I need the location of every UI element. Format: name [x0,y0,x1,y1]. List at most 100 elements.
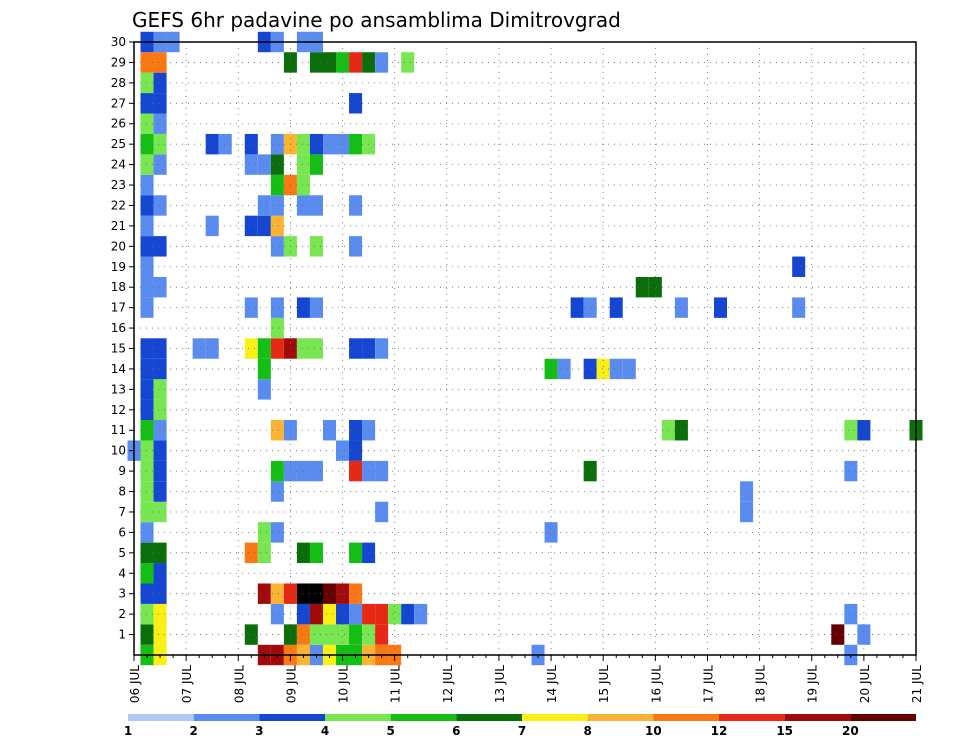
legend-swatch [653,714,719,721]
heat-cell [309,542,323,564]
heat-cell [309,236,323,257]
heat-cell [375,460,389,482]
y-tick-label: 6 [118,525,126,539]
y-tick-label: 2 [118,607,126,621]
heat-cell [257,379,271,400]
heat-cell [140,154,154,175]
heat-cell [140,256,154,277]
heat-cell [375,603,389,625]
heat-cell [336,624,350,645]
heat-cell [296,297,310,318]
y-tick-label: 21 [111,219,126,233]
heat-cell [270,133,284,155]
x-tick-label: 15 JUL [597,665,611,703]
heat-cell [349,236,363,257]
heat-cell [648,276,662,298]
y-tick-label: 9 [118,464,126,478]
heat-cell [336,583,350,604]
y-tick-label: 1 [118,628,126,642]
cells-layer [127,31,923,666]
heat-cell [349,460,363,482]
legend-swatch [325,714,391,721]
heat-cell [218,133,232,155]
y-tick-label: 12 [111,403,126,417]
heat-cell [140,379,154,400]
heat-cell [388,603,402,625]
heat-cell [322,52,337,73]
y-tick-label: 11 [111,423,126,437]
x-tick-label: 06 JUL [128,665,142,703]
heat-cell [140,481,154,502]
heat-cell [270,154,284,175]
heat-cell [792,256,806,277]
heat-cell [153,72,167,94]
heat-cell [140,358,154,380]
heat-cell [140,624,154,645]
heat-cell [322,133,337,155]
x-tick-label: 16 JUL [649,665,663,703]
heat-cell [140,563,154,584]
heat-cell [153,399,167,421]
heat-cell [140,338,154,359]
heat-cell [349,338,363,359]
heat-cell [544,522,558,543]
heat-cell [831,624,845,645]
heat-cell [257,522,271,543]
y-axis: 1234567891011121314151617181920212223242… [111,35,134,642]
x-tick-label: 18 JUL [754,665,768,703]
heat-cell [296,195,310,216]
heat-cell [153,93,167,114]
heat-cell [270,174,284,196]
legend-swatch [128,714,194,721]
heat-cell [153,236,167,257]
x-tick-label: 09 JUL [284,665,298,703]
heat-cell [844,420,858,441]
y-tick-label: 14 [111,362,126,376]
heat-cell [296,542,310,564]
heat-cell [309,624,323,645]
heat-cell [349,440,363,461]
heat-cell [309,195,323,216]
heat-cell [635,276,649,298]
y-tick-label: 18 [111,280,126,294]
heat-cell [349,603,363,625]
heat-cell [375,52,389,73]
y-tick-label: 8 [118,485,126,499]
heat-cell [322,624,337,645]
heat-cell [349,195,363,216]
heat-cell [270,195,284,216]
heat-cell [153,440,167,461]
y-tick-label: 4 [118,566,126,580]
heat-cell [153,501,167,523]
heat-cell [270,338,284,359]
heat-cell [153,481,167,502]
heat-cell [153,52,167,73]
heat-cell [257,583,271,604]
heat-cell [270,481,284,502]
y-tick-label: 26 [111,117,126,131]
heat-cell [270,420,284,441]
y-tick-label: 30 [111,35,126,49]
heat-cell [140,420,154,441]
heat-cell [257,338,271,359]
x-tick-label: 20 JUL [858,665,872,703]
heat-cell [153,603,167,625]
heat-cell [296,603,310,625]
heat-cell [153,379,167,400]
heat-cell [244,624,258,645]
heat-cell [296,154,310,175]
legend-swatch [784,714,851,721]
heat-cell [257,215,271,237]
heat-cell [544,358,558,380]
legend-label: 4 [321,724,329,738]
heat-cell [140,440,154,461]
heat-cell [336,52,350,73]
heat-cell [244,215,258,237]
heat-cell [609,297,623,318]
heat-cell [153,358,167,380]
y-tick-label: 5 [118,546,126,560]
heat-cell [309,460,323,482]
heat-cell [622,358,636,380]
y-tick-label: 29 [111,55,126,69]
